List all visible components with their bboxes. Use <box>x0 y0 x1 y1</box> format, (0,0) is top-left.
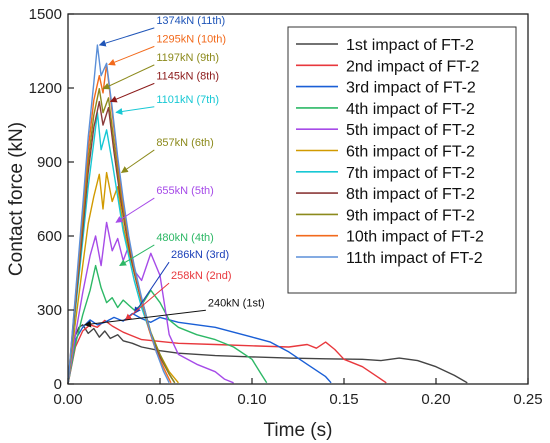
annotation-label: 480kN (4th) <box>156 232 213 244</box>
annotation-label: 286kN (3rd) <box>171 249 229 261</box>
annotation-arrow <box>115 106 155 115</box>
x-tick-label: 0.20 <box>421 391 450 408</box>
annotation-arrow <box>115 197 155 223</box>
y-tick-label: 900 <box>37 154 62 171</box>
annotation-label: 240kN (1st) <box>208 297 265 309</box>
annotation-arrow <box>133 261 170 315</box>
annotation-label: 1197kN (9th) <box>156 52 219 64</box>
annotation-arrow <box>109 82 155 103</box>
series-line-7 <box>67 111 176 385</box>
legend-label: 6th impact of FT-2 <box>346 144 475 161</box>
y-axis: 0 300 600 900 1200 1500 <box>29 6 74 393</box>
legend-box <box>287 26 517 294</box>
y-tick-label: 1200 <box>29 80 62 97</box>
series-line-11 <box>67 44 170 385</box>
series-line-9 <box>67 88 176 385</box>
annotation-arrow <box>98 27 155 47</box>
plot-frame <box>67 13 529 385</box>
legend-label: 3rd impact of FT-2 <box>346 80 476 97</box>
legend-items: 1st impact of FT-2 2nd impact of FT-2 3rd … <box>296 37 484 267</box>
annotation-arrow <box>124 282 170 321</box>
annotation-label: 258kN (2nd) <box>171 270 232 282</box>
annotation-label: 655kN (5th) <box>156 185 213 197</box>
legend-label: 7th impact of FT-2 <box>346 165 475 182</box>
annotation-label: 1145kN (8th) <box>156 70 219 82</box>
y-tick-label: 600 <box>37 228 62 245</box>
annotation-arrow <box>120 149 155 174</box>
annotation-label: 1374kN (11th) <box>156 15 225 27</box>
x-tick-label: 0.15 <box>329 391 358 408</box>
legend-label: 8th impact of FT-2 <box>346 186 475 203</box>
y-tick-label: 1500 <box>29 6 62 23</box>
legend-label: 5th impact of FT-2 <box>346 122 475 139</box>
x-tick-label: 0.00 <box>53 391 82 408</box>
legend-label: 4th impact of FT-2 <box>346 101 475 118</box>
x-axis: 0.00 0.05 0.10 0.15 0.20 0.25 <box>53 378 543 408</box>
series-line-3 <box>67 312 332 385</box>
x-tick-label: 0.10 <box>237 391 266 408</box>
x-tick-label: 0.05 <box>145 391 174 408</box>
annotation-label: 857kN (6th) <box>156 137 213 149</box>
legend-label: 9th impact of FT-2 <box>346 207 475 224</box>
x-tick-label: 0.25 <box>513 391 542 408</box>
annotation-label: 1101kN (7th) <box>156 94 219 106</box>
annotation-label: 1295kN (10th) <box>156 33 226 45</box>
annotation-layer: 1374kN (11th) 1295kN (10th) 1197kN (9th) 11… <box>84 15 265 328</box>
legend-label: 2nd impact of FT-2 <box>346 58 479 75</box>
legend-label: 10th impact of FT-2 <box>346 229 484 246</box>
annotation-arrow <box>84 309 206 328</box>
legend-label: 11th impact of FT-2 <box>346 250 483 267</box>
annotation-arrow <box>107 45 155 66</box>
series-line-2 <box>67 319 387 385</box>
series-layer <box>67 44 468 385</box>
annotation-arrow <box>119 244 155 267</box>
annotation-arrow <box>102 64 155 90</box>
legend: 1st impact of FT-2 2nd impact of FT-2 3rd … <box>287 26 517 294</box>
y-axis-title: Contact force (kN) <box>6 122 27 276</box>
x-axis-title: Time (s) <box>264 420 333 441</box>
y-tick-label: 300 <box>37 302 62 319</box>
legend-label: 1st impact of FT-2 <box>346 37 474 54</box>
series-line-1 <box>67 324 468 385</box>
y-tick-label: 0 <box>54 376 62 393</box>
